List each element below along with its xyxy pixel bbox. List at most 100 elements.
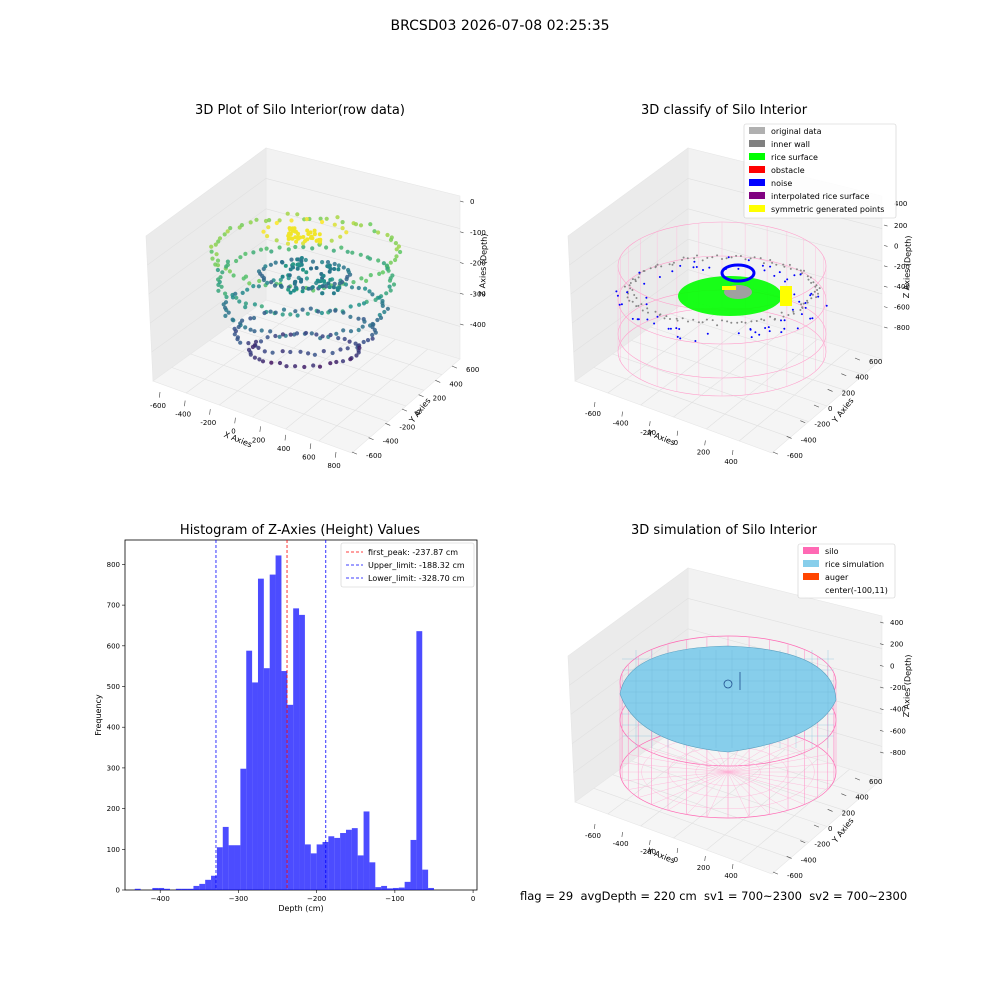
data-point	[706, 332, 709, 335]
data-point	[317, 232, 322, 237]
data-point	[775, 263, 778, 266]
data-point	[268, 329, 273, 334]
tick-mark	[401, 408, 408, 412]
data-point	[800, 303, 803, 306]
y-tick-label: -600	[787, 452, 803, 460]
legend-label: rice surface	[771, 153, 818, 162]
y-tick-label: 400	[855, 794, 868, 802]
data-point	[222, 232, 227, 237]
y-tick-label: 700	[107, 602, 120, 610]
data-point	[393, 257, 398, 263]
z-tick-label: -200	[890, 684, 906, 692]
z-tick-label: 400	[894, 200, 907, 208]
z-tick-label: -800	[894, 324, 910, 332]
x-axis-label: X Axies	[646, 846, 677, 865]
data-point	[660, 265, 663, 268]
silo-wireframe	[651, 739, 729, 773]
data-point	[223, 291, 228, 296]
data-point	[385, 232, 390, 238]
data-point	[780, 319, 782, 322]
data-point	[782, 263, 785, 266]
data-point	[269, 280, 274, 285]
y-tick-label: 600	[869, 778, 882, 786]
data-point	[755, 320, 758, 322]
data-point	[284, 364, 289, 369]
silo-wireframe	[727, 771, 834, 782]
data-point	[311, 363, 316, 368]
data-point	[378, 315, 384, 320]
data-point	[223, 300, 229, 305]
status-footer: flag = 29 avgDepth = 220 cm sv1 = 700~23…	[520, 889, 908, 903]
data-point	[305, 311, 310, 316]
silo-wireframe	[628, 754, 729, 773]
silo-wireframe	[686, 771, 729, 815]
legend-swatch	[803, 573, 819, 580]
data-point	[693, 260, 696, 263]
data-point	[254, 217, 259, 222]
data-point	[697, 321, 700, 324]
data-point	[332, 222, 337, 227]
grid-line	[687, 598, 883, 649]
histogram-bar	[328, 836, 335, 890]
data-point	[251, 315, 257, 321]
data-point	[337, 281, 342, 286]
data-point	[351, 280, 356, 285]
data-point	[816, 289, 819, 291]
data-point	[299, 262, 304, 267]
data-point	[225, 259, 230, 264]
data-point	[225, 229, 230, 234]
data-point	[740, 321, 743, 323]
data-point	[300, 307, 305, 312]
data-point	[815, 296, 818, 299]
y-tick-label: 200	[433, 395, 446, 403]
silo-wireframe	[695, 758, 761, 787]
data-point	[814, 285, 817, 288]
z-tick-label: 200	[894, 222, 907, 230]
data-point	[737, 332, 740, 335]
tick-mark	[459, 262, 464, 264]
tick-mark	[649, 421, 651, 427]
data-point	[246, 341, 251, 346]
data-point	[310, 259, 316, 264]
x-tick-label: −200	[307, 895, 326, 903]
data-point	[262, 349, 267, 354]
z-tick-label: 200	[890, 641, 903, 649]
tick-mark	[159, 391, 161, 398]
histogram-bar	[351, 828, 358, 890]
data-point	[708, 266, 711, 269]
legend-swatch	[749, 192, 765, 199]
grid-line	[570, 628, 689, 715]
data-point	[367, 289, 372, 294]
data-point	[353, 341, 358, 346]
y-tick-label: -200	[814, 841, 830, 849]
y-tick-label: 100	[107, 846, 120, 854]
data-point	[317, 364, 323, 369]
legend-label: auger	[825, 573, 849, 582]
data-point	[335, 215, 340, 220]
data-point	[280, 260, 284, 264]
noise-cluster	[720, 263, 756, 283]
data-point	[231, 273, 236, 278]
panel1-rowdata-3d: -600-400-2000200400600800-600-400-200020…	[145, 147, 489, 470]
tick-mark	[459, 292, 464, 295]
tick-mark	[827, 389, 833, 392]
data-point	[320, 284, 325, 289]
data-point	[375, 317, 380, 323]
data-point	[277, 218, 282, 223]
data-point	[726, 320, 729, 323]
histogram-bar	[293, 608, 300, 890]
tick-mark	[649, 839, 651, 845]
data-point	[735, 254, 738, 257]
data-point	[706, 256, 709, 259]
grid-line	[148, 208, 267, 295]
data-point	[342, 336, 347, 342]
data-point	[328, 361, 333, 366]
z-tick-label: -100	[470, 229, 486, 237]
data-point	[750, 320, 753, 323]
data-point	[646, 318, 649, 321]
data-point	[341, 265, 346, 270]
data-point	[289, 257, 294, 262]
data-point	[744, 258, 747, 261]
grid-line	[687, 208, 883, 262]
tick-mark	[704, 855, 706, 861]
